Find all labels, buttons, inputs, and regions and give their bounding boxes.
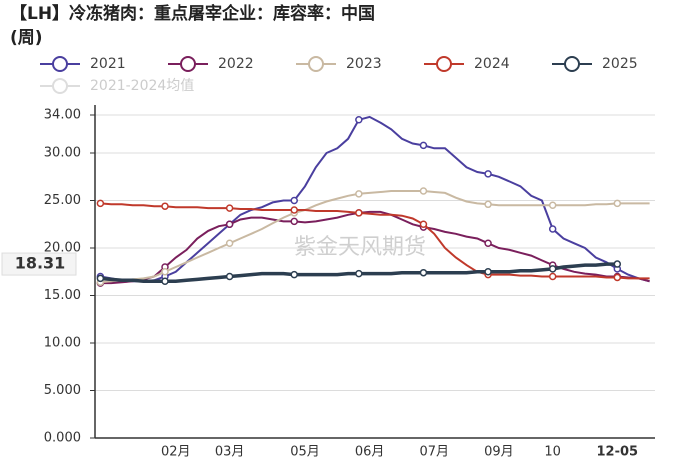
value-marker-label: 18.31 bbox=[15, 254, 66, 273]
chart-title: 【LH】冷冻猪肉：重点屠宰企业：库容率：中国 bbox=[10, 3, 375, 24]
series-marker bbox=[484, 239, 492, 247]
series-marker bbox=[355, 190, 363, 198]
series-marker bbox=[225, 239, 234, 247]
series-marker bbox=[161, 277, 169, 285]
series-marker bbox=[355, 116, 363, 124]
legend-symbol bbox=[564, 56, 580, 72]
x-tick-label: 05月 bbox=[290, 445, 320, 460]
x-tick-label: 02月 bbox=[161, 445, 191, 460]
y-tick-label: 34.00 bbox=[44, 108, 81, 123]
x-tick-label: 09月 bbox=[484, 445, 514, 460]
legend-label[interactable]: 2021-2024均值 bbox=[90, 78, 194, 94]
series-marker bbox=[161, 268, 169, 276]
series-line bbox=[100, 202, 650, 280]
series-marker bbox=[290, 270, 298, 279]
series-marker bbox=[484, 200, 492, 209]
series-line bbox=[100, 115, 650, 283]
series-marker bbox=[290, 206, 298, 214]
series-marker bbox=[419, 268, 428, 277]
series-marker bbox=[225, 220, 234, 228]
x-tick-label: 07月 bbox=[419, 445, 449, 460]
series-marker bbox=[290, 217, 298, 226]
chart-title-line2: (周) bbox=[10, 28, 43, 48]
series-marker bbox=[96, 199, 105, 208]
series-marker bbox=[548, 265, 557, 273]
y-tick-label: 30.00 bbox=[44, 146, 81, 161]
series-marker bbox=[96, 274, 105, 283]
x-tick-label: 03月 bbox=[215, 445, 245, 460]
series-marker bbox=[225, 272, 234, 281]
series-marker bbox=[548, 225, 557, 233]
x-tick-label: 06月 bbox=[355, 445, 385, 460]
legend-symbol bbox=[308, 56, 324, 72]
legend-symbol bbox=[52, 78, 68, 94]
series-marker bbox=[484, 170, 492, 178]
series-marker bbox=[225, 204, 234, 212]
value-marker-box bbox=[1, 252, 77, 276]
legend-symbol bbox=[52, 56, 68, 72]
y-tick-label: 25.00 bbox=[44, 193, 81, 208]
y-tick-label: 0.000 bbox=[44, 431, 81, 446]
series-marker bbox=[613, 260, 622, 268]
series-marker bbox=[484, 268, 492, 276]
x-tick-label: 10 bbox=[544, 445, 561, 460]
legend-label[interactable]: 2023 bbox=[346, 56, 382, 72]
series-marker bbox=[419, 187, 428, 195]
legend-label[interactable]: 2021 bbox=[90, 56, 126, 72]
series-marker bbox=[161, 202, 169, 210]
x-tick-label: 12-05 bbox=[597, 445, 639, 460]
series-marker bbox=[548, 272, 557, 281]
y-tick-label: 5.000 bbox=[44, 383, 81, 398]
y-tick-label: 15.00 bbox=[44, 288, 81, 303]
y-tick-label: 10.00 bbox=[44, 336, 81, 351]
legend-label[interactable]: 2024 bbox=[474, 56, 510, 72]
legend-symbol bbox=[436, 56, 452, 72]
series-marker bbox=[419, 220, 428, 228]
series-marker bbox=[355, 269, 363, 278]
series-marker bbox=[419, 141, 428, 150]
series-marker bbox=[355, 209, 363, 217]
series-marker bbox=[290, 196, 298, 205]
y-tick-label: 20.00 bbox=[44, 241, 81, 256]
series-line bbox=[100, 190, 650, 284]
series-marker bbox=[548, 201, 557, 209]
legend-label[interactable]: 2025 bbox=[602, 56, 638, 72]
series-marker bbox=[613, 199, 622, 208]
legend-label[interactable]: 2022 bbox=[218, 56, 254, 72]
legend-symbol bbox=[180, 56, 196, 72]
series-marker bbox=[613, 273, 622, 282]
